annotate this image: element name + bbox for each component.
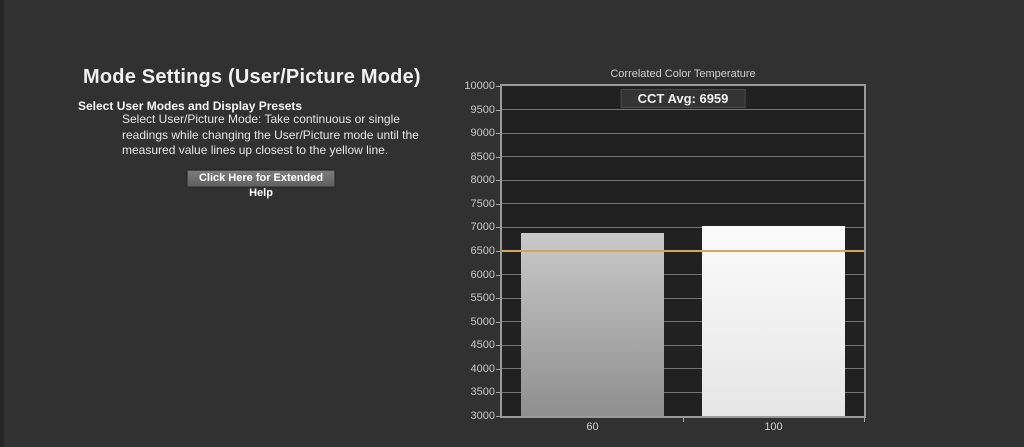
y-axis-label: 3500 <box>470 386 495 399</box>
y-axis-label: 5000 <box>470 315 495 328</box>
y-axis-tick <box>496 345 500 347</box>
x-axis-tick <box>683 418 684 422</box>
y-axis-label: 9500 <box>470 103 495 116</box>
y-axis-label: 7000 <box>470 221 495 234</box>
instructions-text: Select User/Picture Mode: Take continuou… <box>122 112 422 159</box>
x-axis-label: 100 <box>764 421 783 433</box>
page-title: Mode Settings (User/Picture Mode) <box>83 66 421 88</box>
y-axis-tick <box>496 227 500 229</box>
gridline <box>502 368 864 370</box>
target-line <box>502 250 864 252</box>
x-axis-tick <box>864 418 865 422</box>
y-axis-tick <box>496 368 500 370</box>
y-axis-tick <box>496 180 500 182</box>
y-axis-label: 7500 <box>470 197 495 210</box>
gridline <box>502 321 864 323</box>
y-axis-tick <box>496 321 500 323</box>
gridline <box>502 132 864 134</box>
y-axis-tick <box>496 274 500 276</box>
y-axis-tick <box>496 298 500 300</box>
gridline <box>502 156 864 158</box>
y-axis-tick <box>496 251 500 252</box>
instructions-line: measured value lines up closest to the y… <box>122 143 389 157</box>
gridline <box>502 226 864 228</box>
y-axis-label: 4500 <box>470 339 495 352</box>
instructions-line: readings while changing the User/Picture… <box>122 127 419 142</box>
window-edge-strip <box>0 0 4 447</box>
y-axis-tick <box>496 133 500 135</box>
y-axis-tick <box>496 86 500 87</box>
y-axis-tick <box>496 392 500 394</box>
y-axis-label: 3000 <box>470 410 495 422</box>
cct-chart: Correlated Color Temperature CCT Avg: 69… <box>455 62 885 442</box>
chart-title: Correlated Color Temperature <box>610 68 756 80</box>
extended-help-button[interactable]: Click Here for Extended Help <box>186 169 336 199</box>
section-heading: Select User Modes and Display Presets <box>78 99 303 113</box>
y-axis-label: 9000 <box>470 127 495 140</box>
bar-60 <box>521 232 664 416</box>
gridline <box>502 179 864 181</box>
cct-avg-badge: CCT Avg: 6959 <box>620 89 746 108</box>
gridline <box>502 391 864 393</box>
gridline <box>502 344 864 346</box>
y-axis-label: 6000 <box>470 268 495 281</box>
plot-area: CCT Avg: 6959 <box>500 84 866 418</box>
y-axis-label: 8500 <box>470 150 495 163</box>
y-axis-label: 4000 <box>470 362 495 375</box>
instructions-line: Select User/Picture Mode: Take continuou… <box>122 112 400 126</box>
gridline <box>502 297 864 299</box>
y-axis-label: 8000 <box>470 174 495 187</box>
bar-100 <box>702 225 845 416</box>
y-axis-tick <box>496 156 500 158</box>
x-axis-label: 60 <box>586 421 599 433</box>
gridline <box>502 274 864 276</box>
gridline <box>502 203 864 205</box>
y-axis-tick <box>496 416 500 417</box>
y-axis-label: 10000 <box>464 80 495 92</box>
y-axis-tick <box>496 109 500 111</box>
y-axis-tick <box>496 203 500 205</box>
gridline <box>502 109 864 111</box>
y-axis-label: 5500 <box>470 292 495 305</box>
y-axis-label: 6500 <box>470 245 495 257</box>
